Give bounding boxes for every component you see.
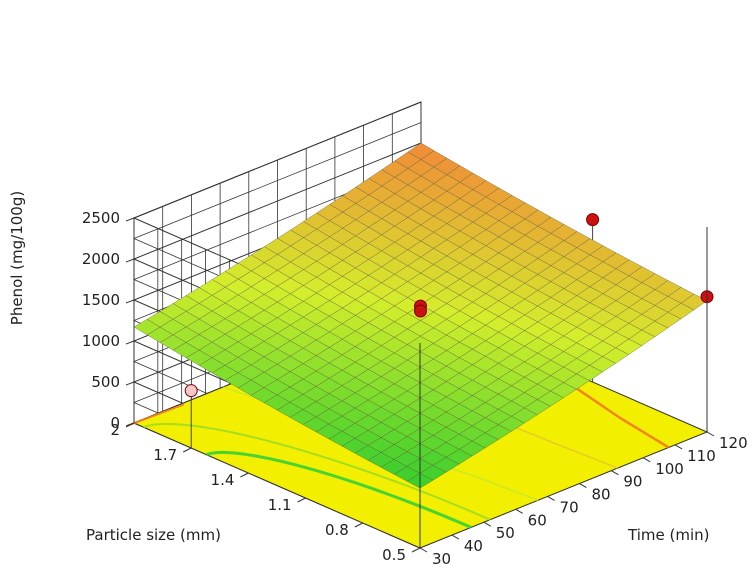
x-tick-mark — [579, 483, 587, 488]
x-tick-mark — [611, 470, 619, 476]
x-tick-mark — [706, 431, 715, 437]
x-tick-label: 80 — [591, 486, 610, 504]
tick-labels: 0 500 1000 1500 2000 2500 0.5 0.8 1.1 1.4 1.7 2 30 40… — [82, 209, 748, 568]
x-tick-mark — [642, 457, 651, 463]
z-tick-label: 2500 — [82, 209, 120, 227]
x-tick-label: 70 — [560, 498, 579, 516]
x-tick-mark — [483, 521, 492, 527]
z-tick-mark — [125, 299, 135, 304]
x-tick-label: 60 — [528, 511, 547, 529]
contour-line-1 — [206, 450, 472, 529]
design-point — [184, 384, 198, 398]
z-tick-mark — [125, 258, 135, 263]
x-tick-label: 40 — [464, 537, 483, 555]
y-tick-label: 1.1 — [268, 496, 292, 514]
x-tick-label: 30 — [432, 550, 451, 568]
response-surface — [133, 142, 708, 489]
z-tick-mark — [125, 340, 135, 345]
z-tick-label: 1500 — [82, 291, 120, 309]
x-tick-mark — [419, 547, 428, 553]
z-tick-mark — [125, 217, 135, 222]
z-tick-mark — [125, 381, 135, 386]
y-tick-label: 1.4 — [211, 471, 235, 489]
x-tick-label: 120 — [719, 434, 748, 452]
z-tick-label: 500 — [91, 373, 120, 391]
y-tick-label: 0.5 — [382, 546, 406, 564]
y-tick-label: 2 — [110, 421, 120, 439]
y-tick-mark — [297, 497, 306, 503]
design-point — [414, 304, 427, 318]
x-tick-label: 100 — [655, 460, 684, 478]
z-axis-label: Phenol (mg/100g) — [8, 191, 26, 325]
x-axis-label: Time (min) — [627, 526, 709, 544]
x-tick-mark — [515, 508, 523, 514]
y-tick-mark — [182, 447, 192, 453]
y-tick-mark — [240, 472, 249, 478]
x-tick-mark — [674, 444, 683, 450]
y-axis-label: Particle size (mm) — [86, 526, 221, 544]
contour-line-2 — [143, 422, 491, 521]
y-tick-label: 1.7 — [153, 446, 177, 464]
y-tick-mark — [354, 522, 364, 528]
design-point — [586, 213, 600, 227]
y-tick-label: 0.8 — [325, 521, 349, 539]
x-tick-mark — [451, 534, 460, 540]
z-tick-label: 1000 — [82, 332, 120, 350]
x-tick-label: 110 — [687, 447, 716, 465]
x-tick-mark — [547, 496, 555, 501]
x-tick-label: 50 — [496, 524, 515, 542]
contour-line-6 — [127, 403, 185, 427]
front-frame — [133, 218, 708, 548]
z-tick-label: 2000 — [82, 250, 120, 268]
y-tick-mark — [411, 547, 421, 553]
y-tick-mark — [125, 422, 135, 428]
x-tick-label: 90 — [623, 473, 642, 491]
surface-cell — [407, 142, 435, 160]
z-tick-label: 0 — [110, 414, 120, 432]
